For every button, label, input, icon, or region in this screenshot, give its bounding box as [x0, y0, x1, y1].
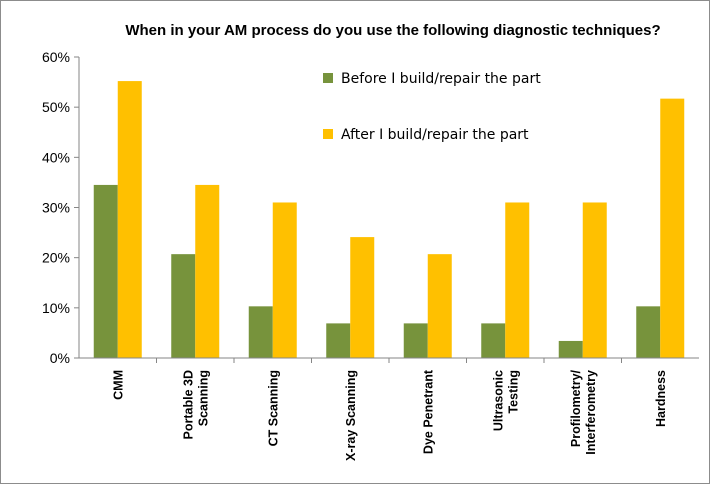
y-tick-label: 30%	[42, 200, 70, 216]
bar-after	[427, 254, 452, 358]
x-category-label: X-ray Scanning	[344, 370, 358, 461]
x-category-label-line: CMM	[111, 370, 125, 400]
bars	[93, 81, 685, 358]
bar-after	[272, 202, 297, 358]
legend-swatch-after	[323, 129, 333, 139]
y-tick-label: 60%	[42, 49, 70, 65]
x-category-label: CMM	[111, 370, 125, 400]
x-category-label-line: Ultrasonic	[491, 370, 505, 431]
legend-swatch-before	[323, 73, 333, 83]
x-category-label: Hardness	[654, 370, 668, 427]
bar-after	[117, 81, 142, 358]
x-category-label-line: CT Scanning	[266, 370, 280, 446]
bar-after	[195, 184, 220, 358]
y-tick-label: 40%	[42, 149, 70, 165]
bar-after	[350, 237, 375, 358]
x-category-label-line: Dye Penetrant	[421, 369, 435, 454]
x-category-label: Profilometry/Interferometry	[569, 369, 598, 454]
legend-label-after: After I build/repair the part	[341, 127, 529, 143]
y-tick-label: 20%	[42, 250, 70, 266]
x-category-label: Portable 3D Scanning	[181, 370, 210, 439]
bar-before	[248, 306, 273, 358]
x-axis: CMM Portable 3D Scanning CT Scanning X-ray S…	[79, 357, 699, 461]
bar-before	[326, 323, 351, 358]
x-category-label-line: Scanning	[196, 370, 210, 426]
bar-after	[660, 98, 685, 358]
x-category-label-line: X-ray Scanning	[344, 370, 358, 461]
bar-before	[481, 323, 506, 358]
bar-before	[93, 184, 118, 358]
y-tick-label: 50%	[42, 99, 70, 115]
legend-label-before: Before I build/repair the part	[341, 71, 541, 87]
y-axis: 0% 10% 20% 30% 40% 50% 60%	[42, 49, 80, 366]
bar-after	[582, 202, 607, 358]
bar-before	[558, 340, 583, 358]
bar-before	[403, 323, 428, 358]
x-category-label: CT Scanning	[266, 370, 280, 446]
x-category-label-line: Hardness	[654, 370, 668, 427]
bar-before	[171, 254, 196, 358]
x-category-label: Ultrasonic Testing	[491, 370, 520, 431]
bar-after	[505, 202, 530, 358]
x-category-label-line: Testing	[506, 370, 520, 414]
x-category-label-line: Profilometry/	[569, 369, 583, 447]
chart-title: When in your AM process do you use the f…	[125, 22, 660, 39]
legend: Before I build/repair the part After I b…	[323, 71, 541, 143]
y-tick-label: 10%	[42, 300, 70, 316]
x-category-label: Dye Penetrant	[421, 369, 435, 454]
y-tick-label: 0%	[50, 350, 70, 366]
bar-before	[636, 306, 661, 358]
x-category-label-line: Portable 3D	[181, 370, 195, 439]
x-category-label-line: Interferometry	[584, 370, 598, 455]
